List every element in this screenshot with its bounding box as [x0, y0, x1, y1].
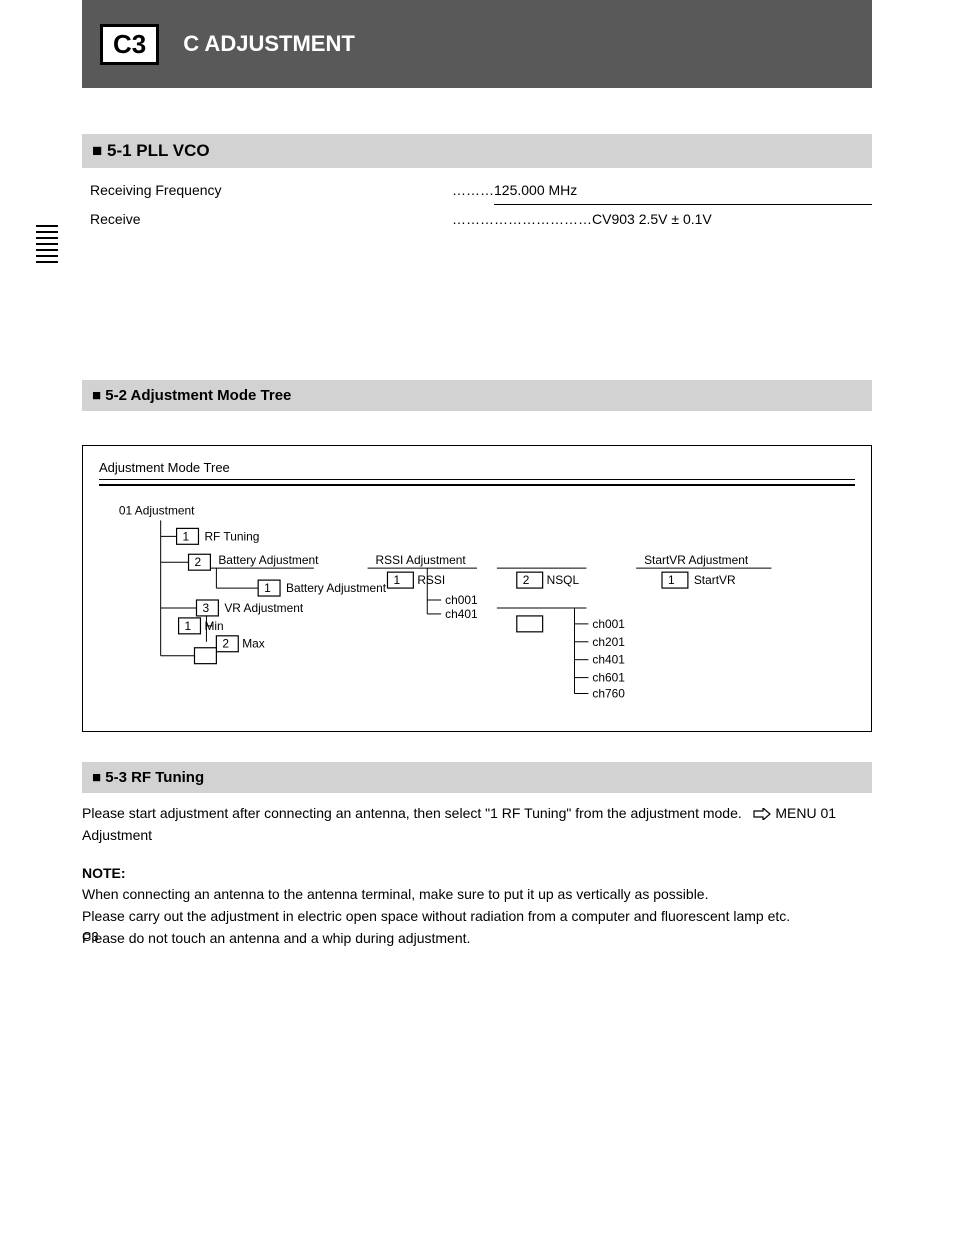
svg-text:ch201: ch201: [592, 635, 625, 649]
svg-text:1: 1: [185, 619, 192, 633]
section-heading-5-2: ■ 5-2 Adjustment Mode Tree: [82, 380, 872, 411]
svg-text:RSSI Adjustment: RSSI Adjustment: [376, 554, 467, 568]
spec-value: 125.000 MHz: [494, 180, 872, 205]
svg-text:ch001: ch001: [592, 617, 625, 631]
tree-diagram: 01 Adjustment 1 RF Tuning 2 1: [99, 496, 855, 706]
spec-row: Receive ………………………… CV903 2.5V ± 0.1V: [82, 209, 872, 231]
content: ■ 5-1 PLL VCO Receiving Frequency ……… 12…: [82, 88, 872, 950]
svg-text:1: 1: [183, 530, 190, 544]
side-tab-icon: [36, 224, 58, 273]
svg-text:ch001: ch001: [445, 593, 478, 607]
svg-text:RSSI: RSSI: [417, 573, 445, 587]
spec-label: Receive: [82, 209, 452, 231]
section-heading-5-1: ■ 5-1 PLL VCO: [82, 134, 872, 168]
svg-text:VR Adjustment: VR Adjustment: [224, 601, 304, 615]
svg-text:ch601: ch601: [592, 671, 625, 685]
adjustment-text: Please start adjustment after connecting…: [82, 803, 872, 949]
spec-value: CV903 2.5V ± 0.1V: [592, 209, 872, 231]
section-heading-5-3: ■ 5-3 RF Tuning: [82, 762, 872, 793]
arrow-right-icon: [753, 808, 771, 820]
spec-dots: ………: [452, 180, 494, 209]
page-root: C3 C ADJUSTMENT ■ 5-1 PLL VCO Receiving …: [0, 0, 954, 950]
adjustment-intro: Please start adjustment after connecting…: [82, 805, 742, 821]
tree-box: Adjustment Mode Tree 01 Adjustment 1 RF …: [82, 445, 872, 732]
svg-text:2: 2: [194, 556, 201, 570]
header-title: C ADJUSTMENT: [183, 31, 355, 57]
svg-text:Max: Max: [242, 637, 265, 651]
svg-text:1: 1: [264, 581, 271, 595]
svg-text:Battery Adjustment: Battery Adjustment: [286, 581, 387, 595]
header-bar: C3 C ADJUSTMENT: [82, 0, 872, 88]
svg-text:2: 2: [222, 637, 229, 651]
svg-text:3: 3: [202, 601, 209, 615]
svg-text:1: 1: [668, 573, 675, 587]
tree-box-title: Adjustment Mode Tree: [99, 460, 855, 480]
svg-text:ch760: ch760: [592, 687, 625, 701]
svg-text:Min: Min: [204, 619, 223, 633]
svg-text:StartVR Adjustment: StartVR Adjustment: [644, 554, 749, 568]
svg-text:2: 2: [523, 573, 530, 587]
spec-label: Receiving Frequency: [82, 180, 452, 209]
svg-text:StartVR: StartVR: [694, 573, 736, 587]
note-line: When connecting an antenna to the antenn…: [82, 884, 872, 906]
svg-text:Battery Adjustment: Battery Adjustment: [218, 554, 319, 568]
svg-text:ch401: ch401: [592, 653, 625, 667]
svg-text:1: 1: [393, 573, 400, 587]
spec-row: Receiving Frequency ……… 125.000 MHz: [82, 180, 872, 209]
note-line: Please do not touch an antenna and a whi…: [82, 928, 872, 950]
svg-text:NSQL: NSQL: [547, 573, 580, 587]
note-line: Please carry out the adjustment in elect…: [82, 906, 872, 928]
tree-root-label: 01 Adjustment: [119, 504, 195, 518]
spec-dots: …………………………: [452, 209, 592, 231]
svg-text:ch401: ch401: [445, 607, 478, 621]
header-code-box: C3: [100, 24, 159, 65]
svg-text:RF Tuning: RF Tuning: [204, 530, 259, 544]
note-heading: NOTE:: [82, 863, 872, 885]
spec-rows: Receiving Frequency ……… 125.000 MHz Rece…: [82, 180, 872, 230]
tree-box-rule: [99, 484, 855, 486]
page-number: C3: [82, 929, 99, 944]
